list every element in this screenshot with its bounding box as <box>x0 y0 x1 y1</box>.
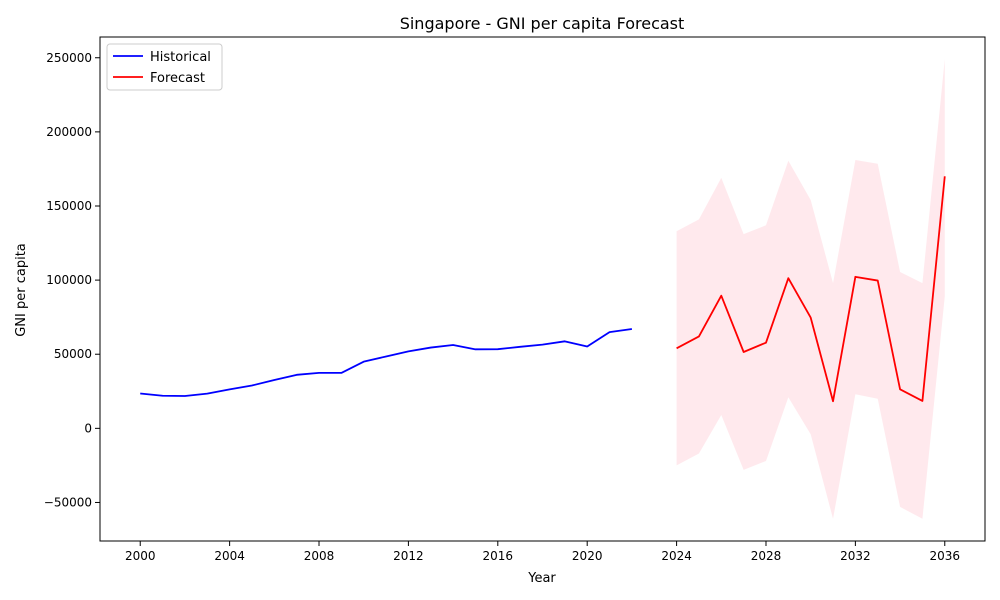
y-tick-label: −50000 <box>44 495 92 509</box>
x-tick-label: 2024 <box>661 549 692 563</box>
series-line-historical <box>140 328 633 397</box>
x-tick-label: 2020 <box>572 549 603 563</box>
y-tick-label: 150000 <box>46 199 92 213</box>
legend-historical-label: Historical <box>150 50 211 65</box>
x-tick-label: 2012 <box>393 549 424 563</box>
x-tick-label: 2016 <box>483 549 514 563</box>
y-tick-label: 250000 <box>46 51 92 65</box>
y-tick-label: 0 <box>84 421 92 435</box>
y-tick-label: 100000 <box>46 273 92 287</box>
plot-frame <box>99 36 986 542</box>
x-tick-label: 2032 <box>840 549 871 563</box>
forecast-confidence-band <box>676 59 945 519</box>
y-axis-label: GNI per capita <box>14 243 29 337</box>
x-axis-label: Year <box>527 571 556 586</box>
x-tick-label: 2004 <box>214 549 245 563</box>
x-tick-label: 2028 <box>751 549 782 563</box>
legend-forecast-label: Forecast <box>150 71 205 86</box>
x-tick-label: 2008 <box>304 549 335 563</box>
y-tick-label: 50000 <box>54 347 92 361</box>
y-tick-label: 200000 <box>46 125 92 139</box>
chart-title: Singapore - GNI per capita Forecast <box>400 14 685 33</box>
legend: Historical Forecast <box>106 43 223 91</box>
x-tick-label: 2036 <box>929 549 960 563</box>
x-tick-label: 2000 <box>125 549 156 563</box>
